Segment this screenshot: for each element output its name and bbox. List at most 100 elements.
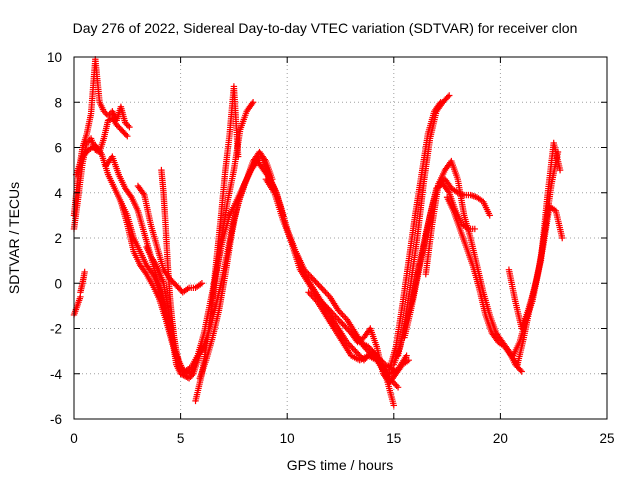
data-point xyxy=(486,212,493,219)
data-point xyxy=(140,190,147,197)
data-point xyxy=(180,372,187,379)
data-point xyxy=(178,371,186,378)
data-point xyxy=(315,281,322,288)
data-point xyxy=(181,372,189,380)
data-point xyxy=(340,313,348,320)
series-arc-7 xyxy=(117,198,201,375)
data-point xyxy=(121,119,129,126)
data-point xyxy=(518,368,525,375)
data-point xyxy=(363,346,370,353)
data-point xyxy=(350,346,358,353)
data-point xyxy=(339,320,346,328)
data-point xyxy=(559,234,566,242)
data-marks xyxy=(70,56,566,409)
data-point xyxy=(336,308,343,316)
data-point xyxy=(316,283,324,290)
data-point xyxy=(123,120,130,128)
data-point xyxy=(349,344,356,352)
y-tick-label: 10 xyxy=(47,50,62,65)
data-point xyxy=(323,290,331,298)
data-point xyxy=(390,402,397,409)
data-point xyxy=(301,266,308,273)
data-point xyxy=(100,108,108,115)
data-point xyxy=(261,156,269,163)
data-point xyxy=(342,314,349,322)
data-point xyxy=(148,269,156,276)
data-point xyxy=(313,280,321,287)
data-point xyxy=(336,317,343,325)
y-tick-label: 4 xyxy=(54,186,62,201)
x-tick-label: 25 xyxy=(599,431,614,446)
y-tick-labels: -6 -4 -2 0 2 4 6 8 10 xyxy=(47,50,63,427)
x-tick-label: 20 xyxy=(493,431,508,446)
data-point xyxy=(335,307,342,314)
x-tick-label: 5 xyxy=(177,431,185,446)
data-point xyxy=(81,268,88,276)
data-point xyxy=(102,109,109,117)
axis-ticks xyxy=(73,56,608,420)
data-point xyxy=(184,374,191,381)
data-point xyxy=(302,267,309,275)
chart-title: Day 276 of 2022, Sidereal Day-to-day VTE… xyxy=(73,20,578,36)
data-point xyxy=(556,166,564,174)
y-tick-label: 6 xyxy=(54,141,62,156)
data-point xyxy=(106,111,113,118)
x-tick-label: 10 xyxy=(280,431,295,446)
series-arc-2 xyxy=(77,268,88,296)
x-axis-label: GPS time / hours xyxy=(287,457,394,473)
data-point xyxy=(187,373,194,380)
data-point xyxy=(309,275,316,282)
series-arc-14 xyxy=(198,148,276,355)
data-point xyxy=(311,277,318,284)
data-point xyxy=(305,289,312,296)
y-tick-label: 0 xyxy=(54,276,62,291)
data-point xyxy=(104,112,112,120)
data-point xyxy=(312,278,319,285)
data-point xyxy=(306,290,314,298)
data-point xyxy=(306,272,314,279)
data-point xyxy=(269,175,276,183)
data-point xyxy=(338,319,345,326)
series-arc-26 xyxy=(443,194,521,368)
series-arc-10 xyxy=(158,166,184,373)
data-point xyxy=(198,280,206,287)
series-arc-27 xyxy=(514,203,566,368)
y-tick-label: 2 xyxy=(54,231,62,246)
y-axis-label: SDTVAR / TECUs xyxy=(6,182,22,294)
data-point xyxy=(311,295,318,302)
data-point xyxy=(339,311,346,319)
series-arc-4 xyxy=(70,56,133,219)
data-point xyxy=(185,375,193,382)
data-point xyxy=(177,366,184,373)
data-point xyxy=(342,323,349,331)
data-point xyxy=(444,93,452,101)
data-point xyxy=(126,123,133,131)
x-tick-label: 0 xyxy=(70,431,78,446)
data-point xyxy=(340,322,348,329)
data-point xyxy=(444,188,452,195)
data-point xyxy=(249,99,257,106)
series-arc-15 xyxy=(209,83,242,301)
y-tick-label: 8 xyxy=(54,95,62,110)
series-arc-24 xyxy=(401,180,479,341)
data-point xyxy=(303,269,311,276)
data-point xyxy=(320,287,328,294)
series-arc-29 xyxy=(509,148,562,359)
data-point xyxy=(446,92,453,99)
x-tick-labels: 0 5 10 15 20 25 xyxy=(70,431,614,446)
data-point xyxy=(319,286,326,293)
data-point xyxy=(308,292,315,299)
data-point xyxy=(403,352,410,359)
data-point xyxy=(318,284,325,291)
data-point xyxy=(352,347,359,355)
data-point xyxy=(124,132,131,140)
data-point xyxy=(392,381,399,388)
data-point xyxy=(248,100,256,107)
data-point xyxy=(353,349,361,356)
series-arc-1 xyxy=(70,293,84,319)
data-point xyxy=(517,366,524,374)
data-point xyxy=(97,149,104,156)
series-arc-5 xyxy=(72,142,201,377)
data-point xyxy=(322,289,329,296)
